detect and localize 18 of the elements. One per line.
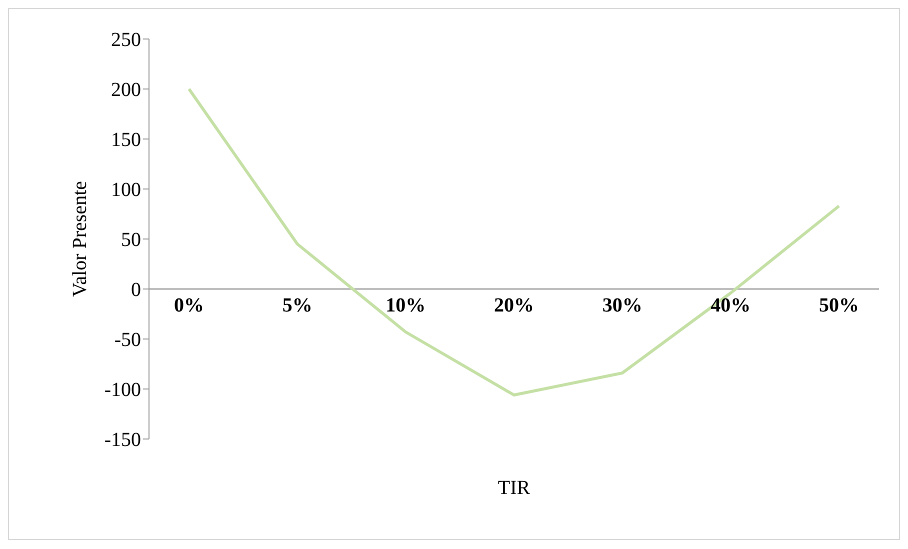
y-tick-label: 250 — [111, 29, 141, 52]
x-tick-label: 10% — [386, 294, 426, 316]
x-axis-title: TIR — [498, 477, 531, 499]
y-tick-label: 100 — [111, 179, 141, 202]
y-tick-label: -150 — [104, 429, 141, 452]
y-tick-label: 150 — [111, 129, 141, 152]
y-axis-title: Valor Presente — [69, 180, 92, 298]
x-tick-label: 0% — [174, 294, 204, 316]
y-tick-label: 200 — [111, 79, 141, 102]
y-tick-label: 0 — [131, 279, 141, 302]
x-tick-label: 40% — [710, 294, 751, 316]
y-tick-label: -50 — [114, 329, 141, 352]
x-tick-label: 5% — [282, 294, 312, 316]
x-tick-label: 30% — [602, 294, 642, 316]
x-tick-label: 20% — [494, 294, 534, 316]
y-tick-label: 50 — [121, 229, 141, 252]
y-tick-label: -100 — [104, 379, 141, 402]
x-tick-label: 50% — [819, 294, 859, 316]
